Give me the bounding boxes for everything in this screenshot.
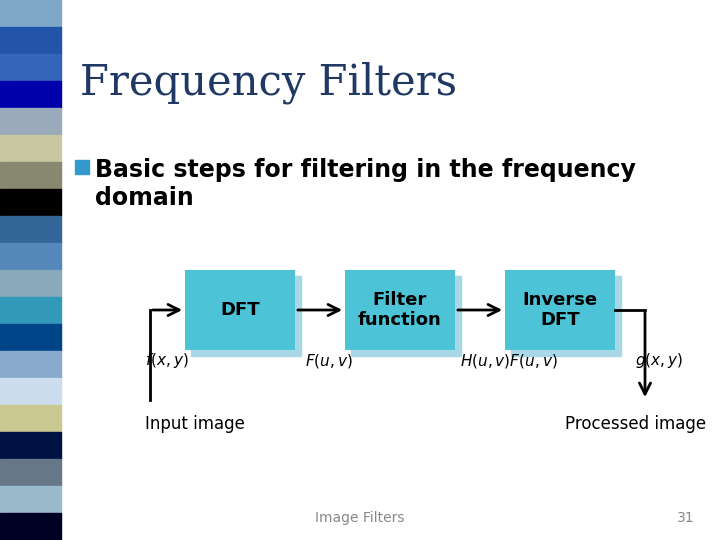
Text: Filter
function: Filter function: [358, 291, 442, 329]
Bar: [0, 405, 61, 432]
Bar: [0, 0, 61, 27]
Bar: [0, 135, 61, 162]
Bar: [0, 216, 61, 243]
Text: $F(u, v)$: $F(u, v)$: [305, 352, 353, 370]
Bar: [0, 189, 61, 216]
Bar: [75, 160, 89, 174]
Bar: [351, 276, 461, 356]
Bar: [511, 276, 621, 356]
Text: domain: domain: [95, 186, 194, 210]
Text: $g(x,y)$: $g(x,y)$: [635, 351, 683, 370]
Bar: [191, 276, 301, 356]
Bar: [0, 108, 61, 135]
Text: Frequency Filters: Frequency Filters: [80, 62, 457, 105]
Bar: [0, 324, 61, 351]
Bar: [0, 243, 61, 270]
Bar: [0, 54, 61, 81]
Text: Image Filters: Image Filters: [315, 511, 405, 525]
Text: Basic steps for filtering in the frequency: Basic steps for filtering in the frequen…: [95, 158, 636, 182]
Bar: [0, 513, 61, 540]
Bar: [345, 270, 455, 350]
Bar: [0, 378, 61, 405]
Bar: [505, 270, 615, 350]
Bar: [185, 270, 295, 350]
Text: $H(u,v)F(u,v)$: $H(u,v)F(u,v)$: [460, 352, 558, 370]
Text: $f(x,y)$: $f(x,y)$: [145, 351, 189, 370]
Bar: [0, 459, 61, 486]
Text: Inverse
DFT: Inverse DFT: [523, 291, 598, 329]
Bar: [0, 432, 61, 459]
Text: DFT: DFT: [220, 301, 260, 319]
Bar: [0, 27, 61, 54]
Bar: [0, 486, 61, 513]
Bar: [0, 270, 61, 297]
Text: Processed image: Processed image: [565, 415, 706, 433]
Text: 31: 31: [678, 511, 695, 525]
Bar: [0, 81, 61, 108]
Bar: [0, 162, 61, 189]
Bar: [0, 297, 61, 324]
Bar: [0, 351, 61, 378]
Text: Input image: Input image: [145, 415, 245, 433]
